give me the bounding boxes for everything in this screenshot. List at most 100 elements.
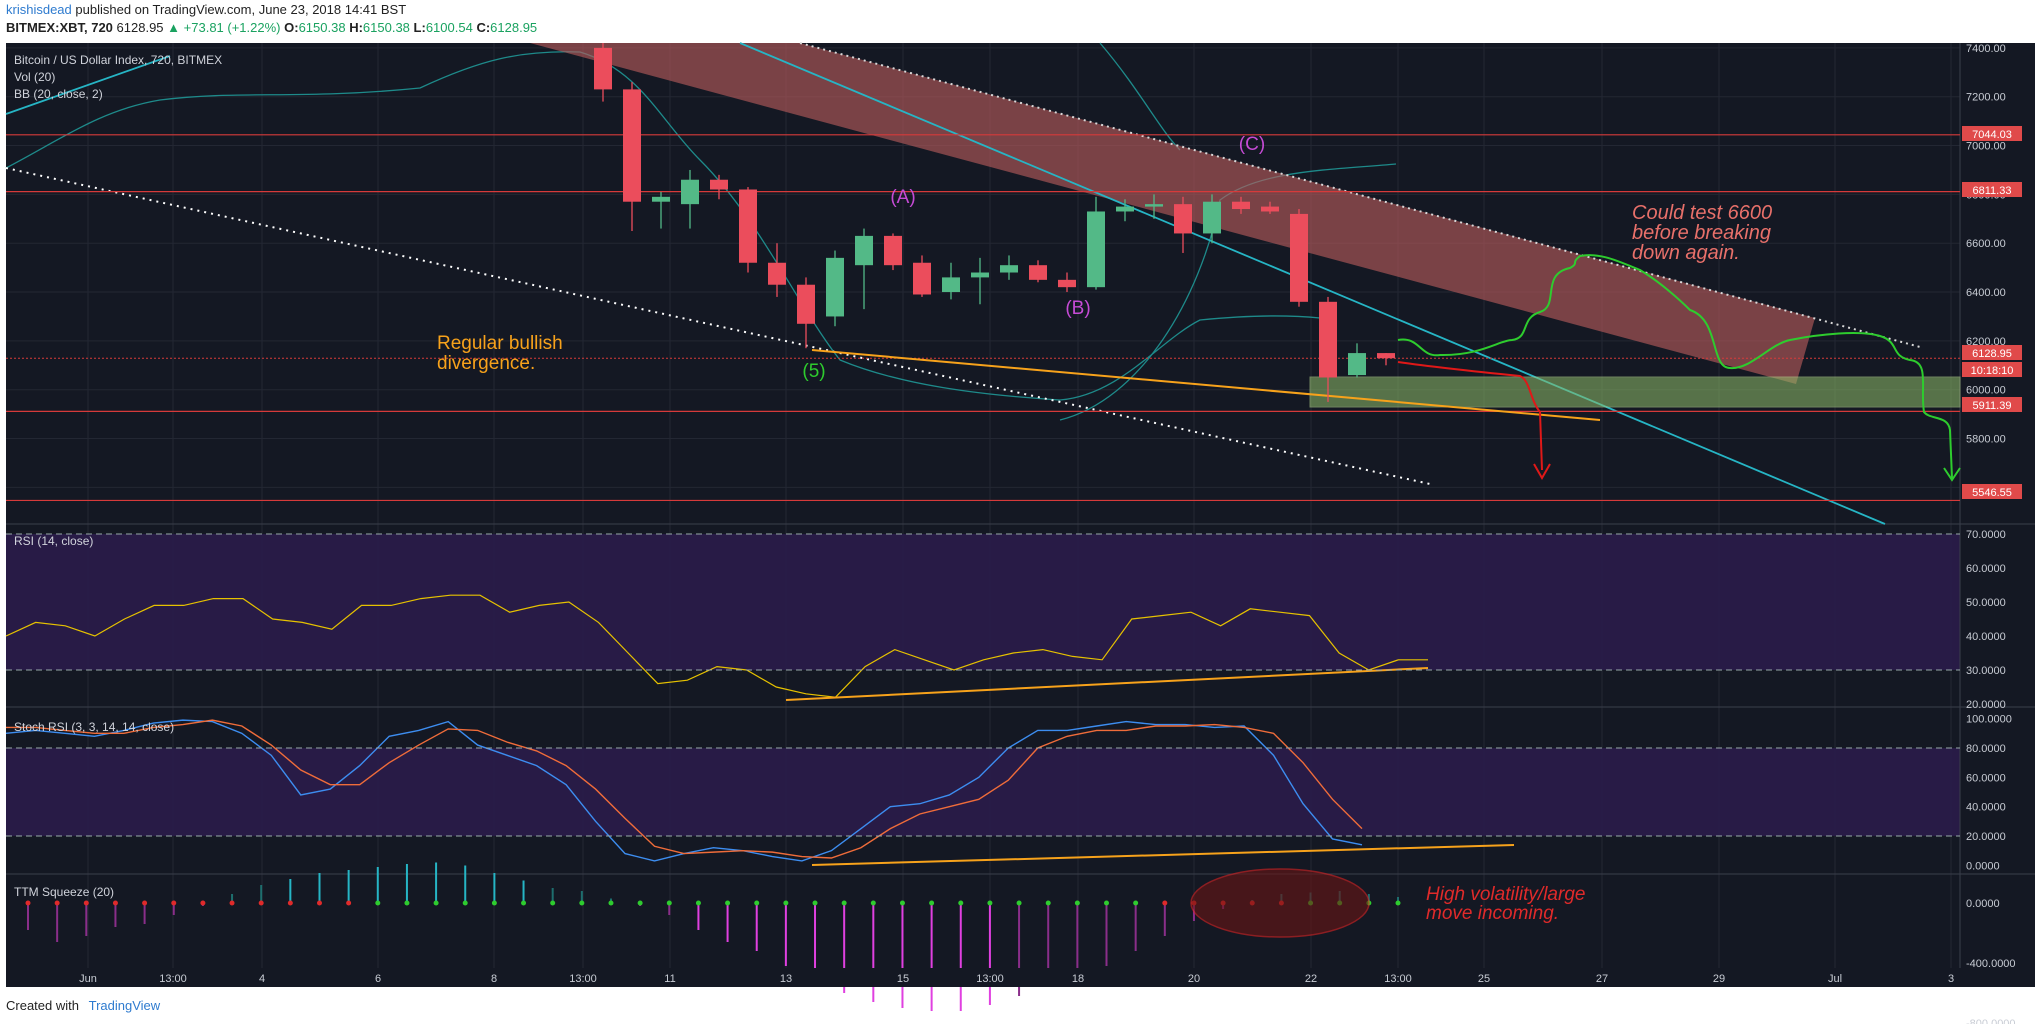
price-tick-label: 6000.00 [1966,385,2006,397]
ttm-dot [666,900,672,906]
wave-label-a: (A) [890,187,915,208]
wave-label-b: (B) [1065,298,1090,319]
ttm-dot [54,900,60,906]
x-tick-label: 4 [259,973,265,985]
candle-body [1145,204,1163,207]
candle-body [1174,204,1192,234]
cyan-trendline [739,42,1886,525]
ttm-dot [637,900,643,906]
ttm-dot [987,900,993,906]
cyan-trendline-early [5,55,171,115]
ttm-dot [200,900,206,906]
ttm-dot [433,900,439,906]
ttm-dot [316,900,322,906]
ttm-dot [870,900,876,906]
c-label: C: [476,20,491,35]
publish-text: published on TradingView.com, June 23, 2… [75,2,407,17]
price-divergence-line [811,349,1601,421]
x-tick-label: 13 [780,973,792,985]
ttm-dot [783,900,789,906]
rsi-tick-label: 40.0000 [1966,631,2006,643]
x-tick-label: Jul [1828,973,1842,985]
channel-upper-dotted [799,42,1921,348]
candle-body [594,47,612,90]
candle-body [1029,265,1047,280]
x-tick-label: 3 [1948,973,1954,985]
candle-body [1058,279,1076,288]
stoch-tick-label: 40.0000 [1966,802,2006,814]
candle-body [826,257,844,317]
ttm-panel-title: TTM Squeeze (20) [14,885,114,899]
bb-upper-early [1099,42,1181,151]
ttm-dot [521,900,527,906]
ttm-histogram [25,862,1401,1011]
candle-body [1232,201,1250,210]
price-levels [6,134,1960,502]
candle-body [739,189,757,263]
bb-lower [5,51,1321,401]
x-axis: Jun 13:00 4 6 8 13:00 11 13 15 13:00 18 20 22 13:00 25… [79,973,1954,985]
tradingview-link[interactable]: TradingView [88,998,161,1013]
l-label: L: [413,20,426,35]
tag-6128: 6128.95 [1972,348,2012,360]
ttm-annotation-line1: High volatility/large [1426,884,1585,905]
price-tick-label: 7000.00 [1966,141,2006,153]
price-axis-background [1960,43,2035,987]
tag-6811: 6811.33 [1973,185,2012,197]
ttm-dot [899,900,905,906]
wave-label-c: (C) [1239,134,1265,155]
candles [594,43,1395,402]
rsi-line [5,594,1428,698]
vol-indicator-label: Vol (20) [14,70,55,84]
forecast-annotation-line2: before breaking [1632,222,1771,244]
stoch-panel-title: Stoch RSI (3, 3, 14, 14, close) [14,720,174,734]
x-tick-label: 13:00 [976,973,1004,985]
x-tick-label: 13:00 [569,973,597,985]
created-with-text: Created with [6,998,79,1013]
rsi-tick-label: 60.0000 [1966,563,2006,575]
symbol-ohlc-bar: BITMEX:XBT, 720 6128.95 ▲ +73.81 (+1.22%… [6,20,537,40]
x-tick-label: 22 [1305,973,1317,985]
ttm-dot [462,900,468,906]
ttm-dot [1162,900,1168,906]
publish-info: krishisdead published on TradingView.com… [6,2,406,22]
forecast-annotation-line1: Could test 6600 [1632,202,1772,224]
close-value: 6128.95 [490,20,538,35]
x-tick-label: 27 [1596,973,1608,985]
ttm-dot [929,900,935,906]
ttm-dot [404,900,410,906]
ttm-tick-label: -400.0000 [1966,958,2016,970]
ttm-dot [25,900,31,906]
ttm-dot [579,900,585,906]
rsi-band [6,534,1960,670]
tag-countdown: 10:18:10 [1971,365,2014,377]
rsi-panel-title: RSI (14, close) [14,534,93,548]
forecast-annotation-line3: down again. [1632,242,1740,264]
candle-body [652,196,670,202]
x-tick-label: 20 [1188,973,1200,985]
x-tick-label: 25 [1478,973,1490,985]
x-axis-bg [6,968,2035,987]
stoch-band [6,748,1960,836]
ttm-dot [754,900,760,906]
ttm-dot [287,900,293,906]
price-tags: 7044.03 6811.33 6128.95 10:18:10 5911.39… [1962,126,2022,499]
ttm-dot [1074,900,1080,906]
price-tick-label: 6400.00 [1966,287,2006,299]
stoch-divergence-line [811,844,1515,866]
symbol: BITMEX:XBT, 720 [6,20,113,35]
ttm-dot [491,900,497,906]
ttm-dot [346,900,352,906]
x-tick-label: 18 [1072,973,1084,985]
author-link[interactable]: krishisdead [6,2,72,17]
rsi-tick-label: 20.0000 [1966,699,2006,711]
footer: Created with TradingView [6,998,160,1013]
candle-body [710,179,728,190]
x-tick-label: 11 [664,973,675,985]
candle-body [1319,301,1337,378]
price-tick-label: 6600.00 [1966,238,2006,250]
x-tick-label: 13:00 [1384,973,1412,985]
price-tick-label: 7200.00 [1966,92,2006,104]
white-dotted-trendline [5,167,1431,485]
